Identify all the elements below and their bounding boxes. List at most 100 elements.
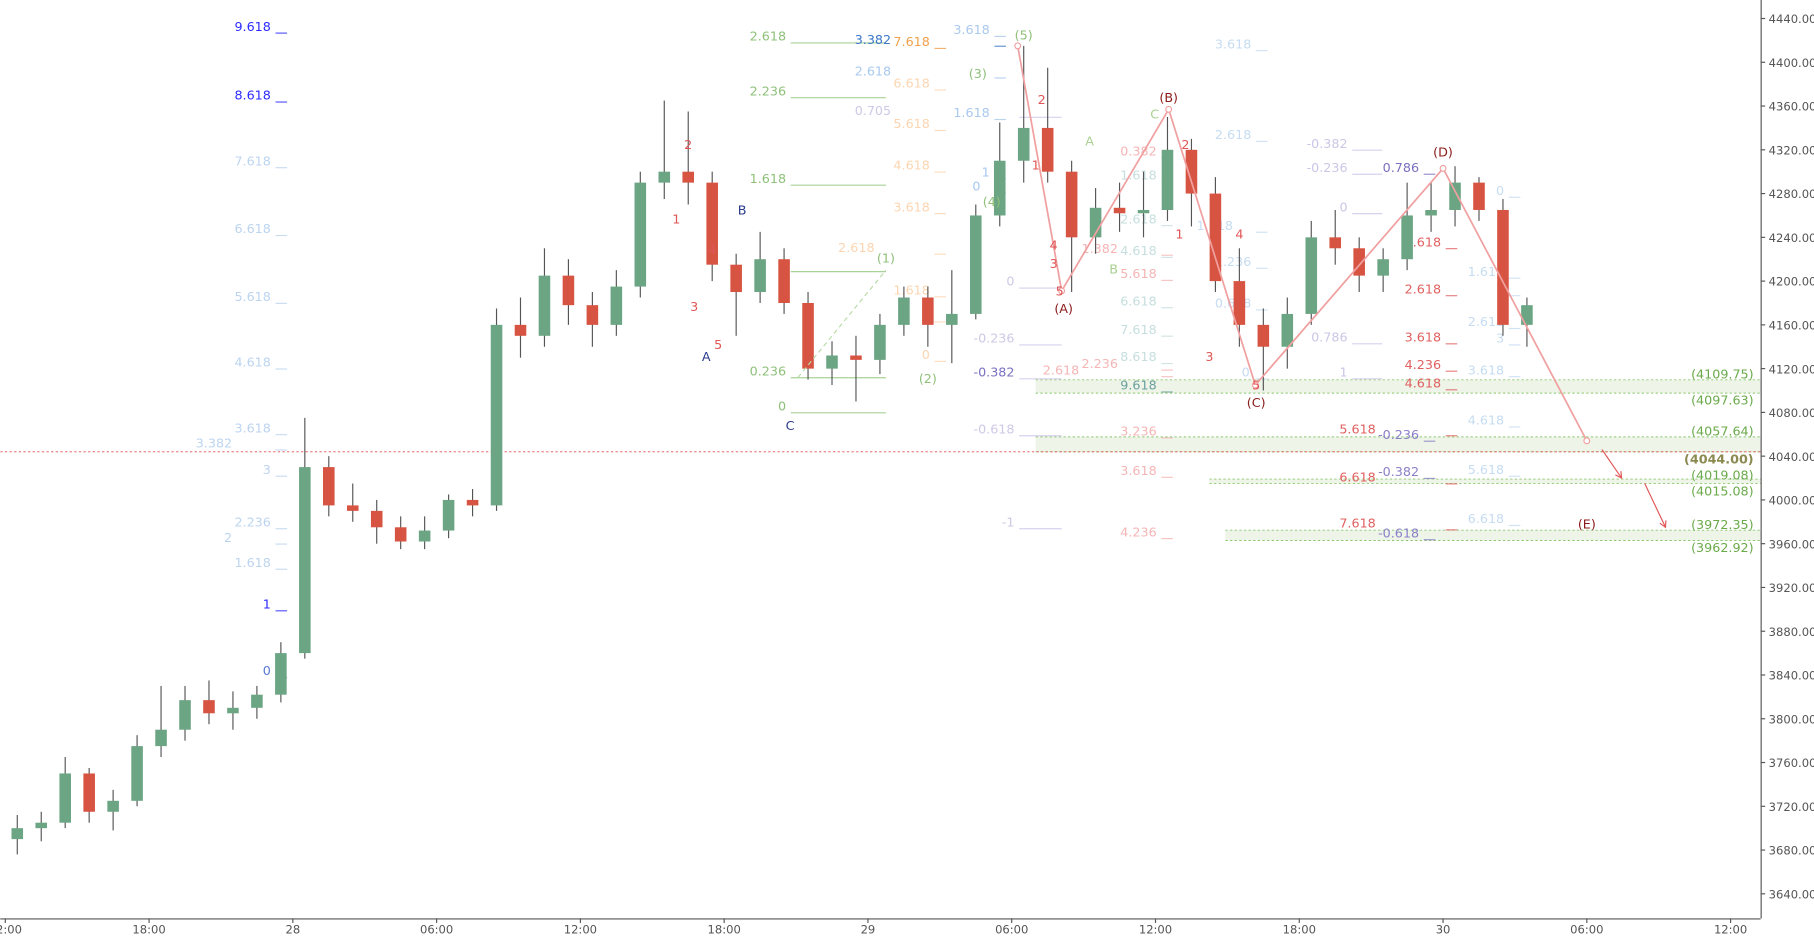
candle-up [946, 313, 958, 325]
fib-level-label: 2.618 [838, 240, 874, 255]
price-tick-label: 3680.00 [1769, 844, 1814, 858]
candle-down [1113, 207, 1126, 214]
time-tick-label: 06:00 [995, 922, 1028, 936]
wave-label: (2) [919, 371, 937, 386]
fib-level-label: 4.236 [1120, 524, 1156, 539]
fib-level-label: 0 [1496, 183, 1504, 198]
candle-up [538, 275, 551, 336]
projection-arrow [1644, 483, 1667, 528]
wave-label: (4) [983, 194, 1001, 209]
price-axis[interactable]: 4440.00 4400.00 4360.00 4320.00 4280.00 4240.… [1760, 0, 1814, 919]
fib-level-label: 0 [1006, 274, 1014, 289]
fib-level-label: 1.618 [1405, 234, 1441, 249]
fib-level-label: 9.618 [1120, 378, 1156, 393]
fib-level-label: 4.618 [893, 158, 929, 173]
wave-label: (D) [1433, 145, 1453, 160]
zone-band [1209, 479, 1761, 484]
zone-price-label: (3962.92) [1691, 540, 1754, 555]
fib-level-label: 3.618 [893, 199, 929, 214]
zone-price-labels: (4109.75) (4097.63) (4057.64) (4044.00) (401… [1684, 367, 1754, 555]
candle-down [346, 505, 359, 511]
fib-level-label: 2.618 [855, 64, 891, 79]
time-axis[interactable]: 12:00 18:00 28 06:00 12:00 18:00 29 06:00 12:00 1… [0, 918, 1761, 936]
fib-level-label: 5.618 [1339, 421, 1375, 436]
price-tick-label: 3720.00 [1769, 800, 1814, 814]
price-tick-label: 4000.00 [1769, 494, 1814, 508]
fib-level-label: 0.618 [1215, 296, 1251, 311]
fib-level-label: -0.618 [974, 421, 1015, 436]
fib-level-label: 4.618 [234, 355, 270, 370]
candle-down [778, 259, 790, 303]
price-tick-label: 4080.00 [1769, 406, 1814, 420]
wave-label: 5 [1252, 378, 1260, 393]
candle-down [1209, 193, 1222, 282]
candle-up [1401, 215, 1413, 260]
candle-down [922, 297, 934, 325]
price-tick-label: 4200.00 [1769, 275, 1814, 289]
fib-level-label: 4.618 [1468, 413, 1504, 428]
candle-down [586, 305, 599, 325]
candle-up [826, 355, 838, 369]
candle-up [59, 773, 71, 823]
candle-down [730, 264, 742, 293]
wave-label: 3 [690, 299, 698, 314]
fib-level-label: 2.236 [234, 514, 270, 529]
fib-level-label: 0 [1242, 365, 1250, 380]
candle-down [394, 527, 407, 542]
wave-label: (3) [969, 66, 987, 81]
fib-level-label: 5.618 [234, 289, 270, 304]
zone-price-label: (4097.63) [1691, 393, 1754, 408]
wave-pivot-point [1165, 105, 1173, 113]
fib-level-label: 0.382 [1120, 144, 1156, 159]
fib-level-label: -0.382 [974, 365, 1015, 380]
candle-up [1017, 127, 1030, 161]
fib-level-label: 5.618 [1120, 266, 1156, 281]
wave-label: (A) [1054, 301, 1073, 316]
price-tick-label: 4120.00 [1769, 362, 1814, 376]
time-tick-label: 12:00 [1714, 922, 1747, 936]
zone-band [1035, 379, 1761, 394]
fib-level-label: 2 [224, 530, 232, 545]
fib-level-label: 1.618 [953, 105, 989, 120]
fib-level-label: 1.618 [893, 282, 929, 297]
candle-up [107, 800, 119, 812]
wave-label: B [738, 203, 747, 218]
fib-level-label: 3.618 [234, 420, 270, 435]
fib-level-label: 8.618 [1120, 349, 1156, 364]
candle-down [323, 467, 335, 506]
candle-down [562, 275, 575, 306]
candle-up [275, 653, 287, 695]
candle-up [179, 700, 191, 730]
zone-band [1225, 530, 1761, 541]
fib-level-label: 6.618 [1339, 470, 1375, 485]
fib-level-label: 0 [778, 398, 786, 413]
wave-zigzag-line [1016, 45, 1588, 442]
fib-level-label: 1.618 [750, 171, 786, 186]
fibonacci-levels: 9.6188.6187.6186.6185.6184.6183.6183.382… [196, 19, 1521, 678]
fib-level-label: 6.618 [234, 221, 270, 236]
fib-level-label: 1.236 [1215, 254, 1251, 269]
wave-label: 3 [1050, 256, 1058, 271]
time-tick-label: 06:00 [420, 922, 453, 936]
price-tick-label: 3920.00 [1769, 581, 1814, 595]
fib-level-label: 1.618 [1120, 168, 1156, 183]
zone-price-label: (4015.08) [1691, 484, 1754, 499]
fib-level-label: 7.618 [1120, 322, 1156, 337]
wave-label: 1 [1175, 227, 1183, 242]
candle-down [203, 700, 215, 714]
fib-level-label: 3 [263, 462, 271, 477]
fib-level-label: 0.705 [855, 103, 891, 118]
wave-label: 3 [1205, 349, 1213, 364]
wave-label: 2 [684, 137, 692, 152]
time-tick-label: 12:00 [564, 922, 597, 936]
candle-down [466, 499, 479, 506]
candle-up [874, 324, 886, 360]
fib-level-label: -0.236 [1307, 160, 1348, 175]
fib-level-label: 5.618 [893, 116, 929, 131]
fib-level-label: -0.382 [1378, 464, 1419, 479]
fib-level-label: 3.236 [1120, 424, 1156, 439]
candle-up [490, 324, 503, 506]
candle-down [1185, 149, 1198, 194]
